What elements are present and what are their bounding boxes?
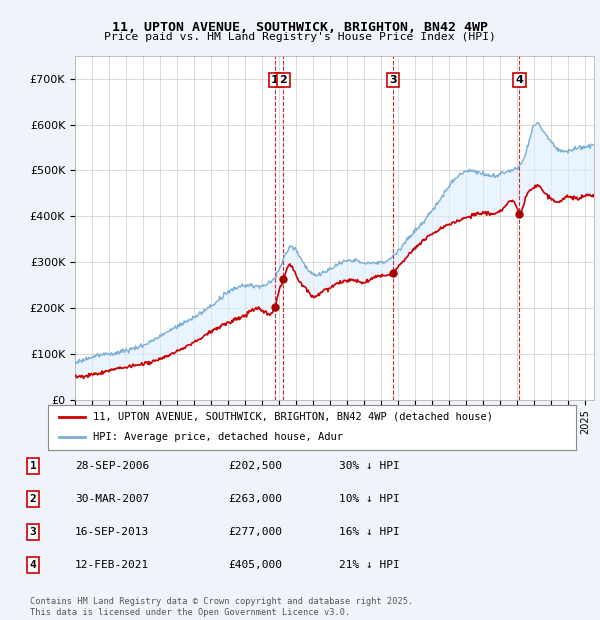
Text: 2: 2 xyxy=(29,494,37,504)
Text: 12-FEB-2021: 12-FEB-2021 xyxy=(75,560,149,570)
Text: 1: 1 xyxy=(271,75,278,85)
Text: £263,000: £263,000 xyxy=(228,494,282,504)
Text: £405,000: £405,000 xyxy=(228,560,282,570)
Text: 4: 4 xyxy=(515,75,523,85)
Text: 1: 1 xyxy=(29,461,37,471)
Text: Contains HM Land Registry data © Crown copyright and database right 2025.
This d: Contains HM Land Registry data © Crown c… xyxy=(30,598,413,617)
Text: 4: 4 xyxy=(29,560,37,570)
Text: 16-SEP-2013: 16-SEP-2013 xyxy=(75,527,149,537)
Text: 11, UPTON AVENUE, SOUTHWICK, BRIGHTON, BN42 4WP (detached house): 11, UPTON AVENUE, SOUTHWICK, BRIGHTON, B… xyxy=(93,412,493,422)
Text: 3: 3 xyxy=(29,527,37,537)
Text: 3: 3 xyxy=(389,75,397,85)
Text: £277,000: £277,000 xyxy=(228,527,282,537)
Text: 28-SEP-2006: 28-SEP-2006 xyxy=(75,461,149,471)
Text: £202,500: £202,500 xyxy=(228,461,282,471)
Text: 21% ↓ HPI: 21% ↓ HPI xyxy=(339,560,400,570)
Text: 2: 2 xyxy=(280,75,287,85)
Text: 11, UPTON AVENUE, SOUTHWICK, BRIGHTON, BN42 4WP: 11, UPTON AVENUE, SOUTHWICK, BRIGHTON, B… xyxy=(112,21,488,34)
Text: Price paid vs. HM Land Registry's House Price Index (HPI): Price paid vs. HM Land Registry's House … xyxy=(104,32,496,42)
Text: 16% ↓ HPI: 16% ↓ HPI xyxy=(339,527,400,537)
Text: 30% ↓ HPI: 30% ↓ HPI xyxy=(339,461,400,471)
Text: 10% ↓ HPI: 10% ↓ HPI xyxy=(339,494,400,504)
Text: HPI: Average price, detached house, Adur: HPI: Average price, detached house, Adur xyxy=(93,432,343,443)
Text: 30-MAR-2007: 30-MAR-2007 xyxy=(75,494,149,504)
